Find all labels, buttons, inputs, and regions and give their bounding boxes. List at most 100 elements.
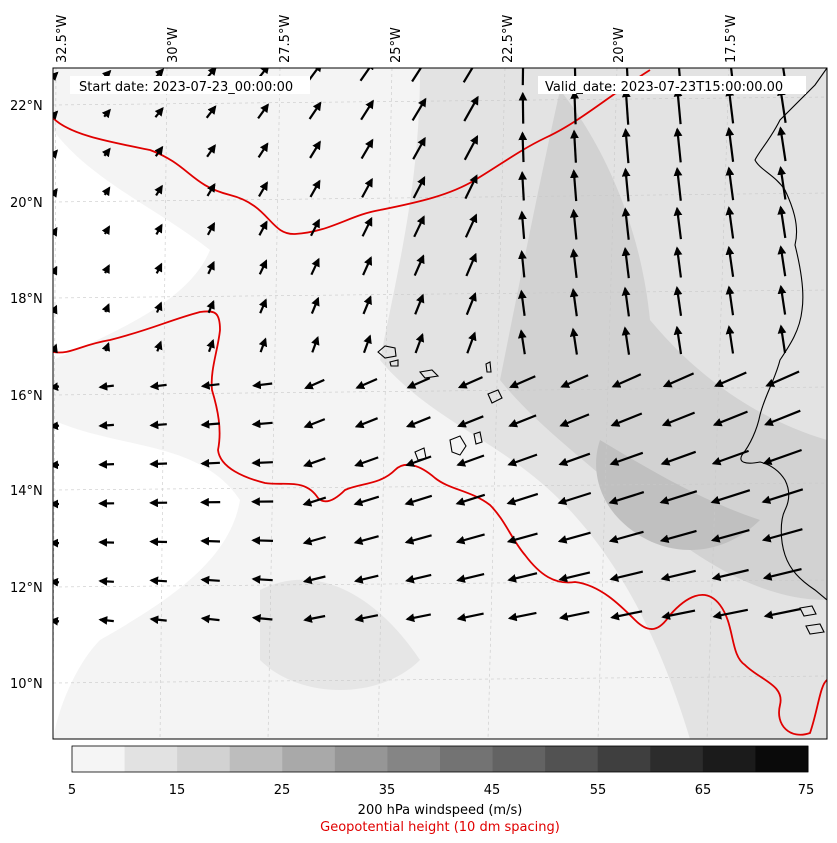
wind-arrow	[101, 342, 111, 352]
wind-arrow	[354, 417, 379, 429]
cb-tick-45: 45	[484, 783, 501, 798]
wind-arrow	[361, 216, 373, 237]
wind-arrow	[101, 264, 110, 274]
contour-legend-label: Geopotential height (10 dm spacing)	[320, 820, 560, 835]
wind-arrow	[359, 68, 375, 82]
cb-tick-35: 35	[379, 783, 396, 798]
wind-arrow	[777, 86, 787, 123]
wind-arrow	[53, 577, 60, 587]
wind-arrow	[710, 529, 750, 543]
wind-arrow	[610, 610, 643, 621]
wind-arrow	[308, 68, 322, 81]
wind-arrow	[53, 188, 58, 198]
lat-label-10n: 10°N	[10, 677, 43, 692]
start-date-box	[70, 76, 310, 94]
wind-arrow	[463, 135, 479, 161]
wind-arrow	[777, 284, 787, 315]
wind-arrow	[200, 380, 220, 390]
wind-arrow	[361, 177, 373, 198]
wind-arrow	[53, 149, 59, 159]
wind-arrow	[311, 335, 320, 353]
wind-arrow	[353, 495, 380, 507]
wind-arrow	[353, 535, 379, 545]
wind-arrow	[456, 573, 485, 583]
cape-verde-sao-nicolau	[418, 369, 440, 379]
wind-arrow	[412, 176, 426, 199]
wind-arrow	[53, 421, 60, 431]
wind-arrow	[509, 375, 536, 389]
wind-arrow	[660, 450, 697, 466]
wind-arrow	[610, 412, 643, 427]
wind-arrow	[405, 573, 432, 584]
wind-arrow	[354, 613, 379, 623]
wind-arrow	[405, 455, 432, 467]
wind-arrow	[200, 536, 221, 546]
wind-arrow	[98, 421, 114, 430]
wind-arrow	[673, 286, 683, 316]
wind-arrow	[621, 88, 631, 125]
wind-arrow	[712, 608, 749, 620]
wind-arrow	[518, 250, 527, 278]
colorbar-swatch	[597, 746, 651, 772]
lon-label-27-5w: 27.5°W	[278, 15, 293, 63]
wind-arrow	[258, 337, 268, 353]
wind-arrow	[149, 459, 168, 469]
cb-tick-55: 55	[590, 783, 607, 798]
wind-arrow	[53, 110, 59, 120]
wind-arrow	[608, 530, 644, 544]
colorbar-swatch	[545, 746, 599, 772]
wind-arrow	[763, 607, 801, 620]
wind-arrow	[465, 292, 477, 316]
wind-arrow	[714, 371, 747, 388]
wind-arrow	[101, 186, 111, 197]
wind-arrow	[621, 127, 631, 164]
wind-arrow	[673, 87, 683, 125]
wind-arrow	[660, 569, 696, 582]
cb-tick-5: 5	[68, 783, 76, 798]
wind-arrow	[559, 413, 590, 428]
wind-arrow	[310, 257, 320, 276]
wind-arrow	[206, 183, 216, 197]
shade-max-wind	[596, 440, 760, 550]
wind-arrow	[569, 327, 579, 355]
wind-arrow	[608, 491, 645, 505]
wind-arrow	[725, 126, 735, 162]
wind-arrow	[251, 458, 273, 468]
wind-arrow	[53, 616, 60, 626]
cb-tick-25: 25	[274, 783, 291, 798]
wind-arrow	[206, 144, 216, 158]
wind-arrow	[557, 491, 592, 506]
lon-label-17-5w: 17.5°W	[724, 15, 739, 63]
wind-arrow	[558, 452, 591, 467]
wind-arrow	[154, 262, 163, 274]
wind-arrow	[710, 489, 751, 505]
wind-arrow	[712, 410, 748, 427]
wind-arrow	[711, 568, 749, 582]
wind-arrow	[761, 488, 804, 504]
wind-arrow	[252, 380, 273, 390]
wind-arrow	[762, 448, 802, 465]
wind-arrow	[304, 378, 325, 390]
colorbar-swatch	[177, 746, 231, 772]
wind-arrow	[673, 206, 683, 240]
colorbar-swatch	[387, 746, 441, 772]
wind-arrow	[455, 493, 486, 506]
wind-arrow	[154, 223, 163, 235]
wind-arrow	[457, 376, 483, 389]
wind-arrow	[149, 576, 167, 586]
wind-arrow	[507, 572, 538, 583]
wind-arrow	[413, 254, 425, 277]
wind-arrow	[149, 420, 167, 430]
wind-arrow	[569, 288, 579, 317]
wind-arrow	[411, 68, 427, 83]
latitude-axis: 22°N 20°N 18°N 16°N 14°N 12°N 10°N	[10, 99, 43, 692]
wind-arrow	[661, 609, 696, 620]
wind-arrow	[621, 326, 631, 355]
wind-arrow	[570, 129, 579, 163]
wind-arrow	[725, 87, 735, 124]
wind-arrow	[569, 208, 579, 240]
wind-arrow	[302, 496, 327, 507]
wind-arrow	[762, 568, 802, 581]
wind-arrow	[456, 454, 485, 467]
wind-arrow	[570, 89, 580, 125]
